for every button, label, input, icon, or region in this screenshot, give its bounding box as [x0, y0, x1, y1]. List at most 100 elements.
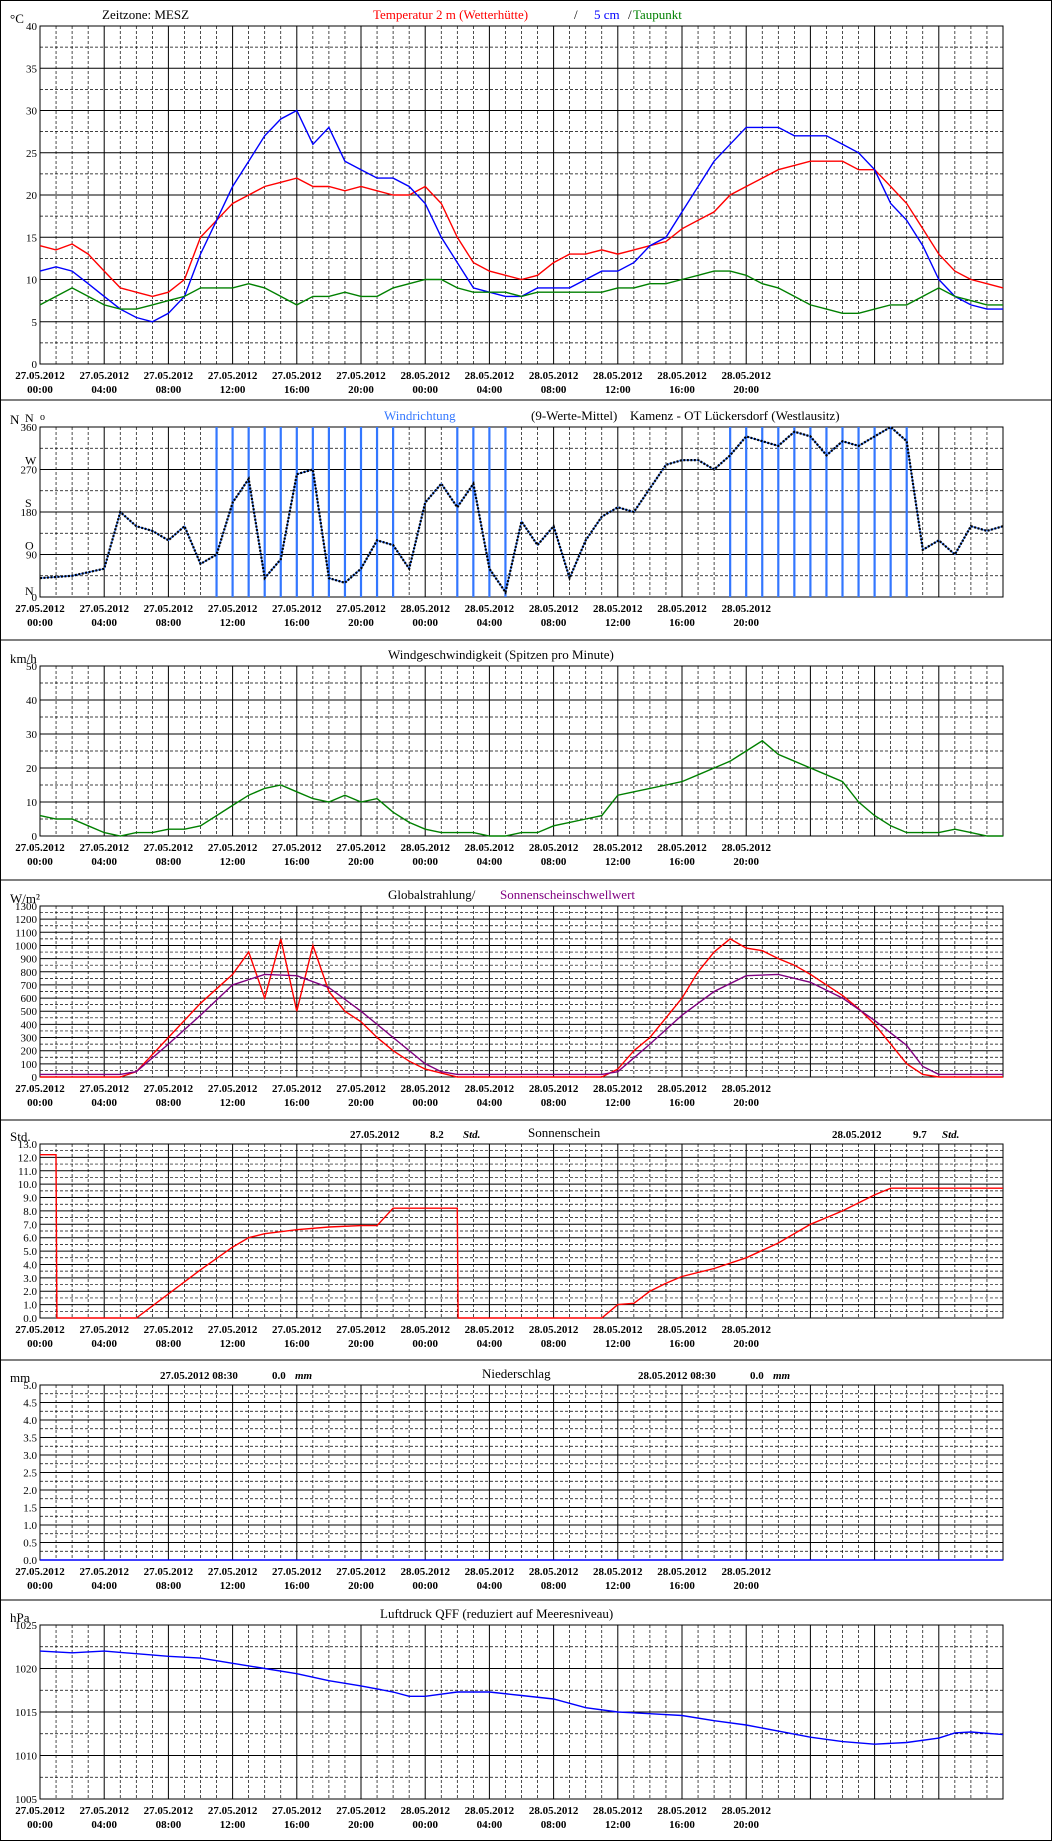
x-tick-date: 27.05.2012	[208, 1083, 258, 1095]
compass-label: W	[25, 454, 37, 468]
y-tick-label: 1100	[15, 927, 37, 939]
annotation-date: 28.05.2012	[832, 1129, 882, 1141]
x-tick-date: 27.05.2012	[15, 603, 65, 615]
y-tick-label: 3.0	[23, 1273, 37, 1285]
y-tick-label: 15	[26, 232, 38, 244]
unit-label: °C	[10, 11, 24, 26]
y-tick-label: 0	[32, 1072, 38, 1084]
unit-label: mm	[10, 1370, 30, 1385]
x-tick-date: 28.05.2012	[657, 842, 707, 854]
chart-title: Zeitzone: MESZ	[102, 7, 189, 22]
x-tick-date: 28.05.2012	[721, 842, 771, 854]
x-tick-time: 00:00	[27, 1338, 53, 1350]
chart-title: Globalstrahlung/	[388, 887, 476, 902]
x-tick-date: 28.05.2012	[593, 842, 643, 854]
x-tick-date: 28.05.2012	[721, 1324, 771, 1336]
x-tick-date: 28.05.2012	[593, 1324, 643, 1336]
y-tick-label: 1025	[15, 1620, 38, 1632]
compass-label: N	[25, 584, 34, 598]
x-tick-date: 27.05.2012	[336, 1805, 386, 1817]
x-tick-date: 27.05.2012	[144, 1324, 194, 1336]
x-tick-time: 16:00	[669, 1580, 695, 1592]
x-tick-time: 00:00	[27, 1580, 53, 1592]
x-tick-date: 28.05.2012	[593, 1566, 643, 1578]
y-tick-label: 200	[21, 1046, 38, 1058]
grid	[40, 1625, 1003, 1799]
x-tick-time: 00:00	[27, 617, 53, 629]
x-tick-date: 27.05.2012	[208, 370, 258, 382]
annotation-unit: mm	[295, 1370, 313, 1382]
chart-title: /	[628, 7, 632, 22]
y-tick-label: 4.0	[23, 1259, 37, 1271]
x-tick-date: 28.05.2012	[657, 603, 707, 615]
x-tick-date: 28.05.2012	[657, 1083, 707, 1095]
y-tick-label: 3.0	[23, 1450, 37, 1462]
x-tick-date: 27.05.2012	[208, 1805, 258, 1817]
x-tick-time: 16:00	[284, 1580, 310, 1592]
x-tick-date: 27.05.2012	[336, 1083, 386, 1095]
x-tick-time: 12:00	[220, 384, 246, 396]
x-tick-time: 00:00	[412, 1580, 438, 1592]
x-tick-date: 28.05.2012	[657, 370, 707, 382]
x-tick-date: 28.05.2012	[529, 603, 579, 615]
y-tick-label: 25	[26, 148, 38, 160]
x-tick-date: 28.05.2012	[657, 1324, 707, 1336]
x-tick-time: 16:00	[284, 1819, 310, 1831]
annotation-unit: Std.	[942, 1129, 959, 1141]
y-tick-label: 0.0	[23, 1555, 37, 1567]
x-tick-time: 08:00	[156, 1819, 182, 1831]
x-tick-time: 04:00	[91, 1580, 117, 1592]
y-tick-label: 900	[21, 954, 38, 966]
y-tick-label: 20	[26, 190, 38, 202]
x-tick-date: 27.05.2012	[144, 1083, 194, 1095]
chart-title: Niederschlag	[482, 1366, 551, 1381]
y-tick-label: 0	[32, 831, 38, 843]
x-tick-time: 12:00	[605, 1580, 631, 1592]
y-tick-label: 9.0	[23, 1193, 37, 1205]
x-tick-date: 27.05.2012	[15, 1805, 65, 1817]
annotation-date: 28.05.2012 08:30	[638, 1370, 716, 1382]
y-tick-label: 40	[26, 695, 38, 707]
y-tick-label: 1.0	[23, 1520, 37, 1532]
x-tick-time: 16:00	[669, 617, 695, 629]
x-tick-time: 20:00	[348, 856, 374, 868]
annotation-value: 0.0	[272, 1370, 286, 1382]
x-tick-time: 20:00	[348, 1338, 374, 1350]
x-tick-date: 28.05.2012	[721, 370, 771, 382]
x-tick-time: 04:00	[477, 1819, 503, 1831]
chart-panel-6: 0.00.51.01.52.02.53.03.54.04.55.0mm Niede…	[0, 1366, 1052, 1601]
y-tick-label: 360	[21, 422, 38, 434]
chart-title: Sonnenscheinschwellwert	[500, 887, 635, 902]
x-tick-time: 08:00	[541, 856, 567, 868]
annotation-value: 0.0	[750, 1370, 764, 1382]
x-tick-date: 28.05.2012	[529, 1324, 579, 1336]
y-tick-label: 4.0	[23, 1415, 37, 1427]
x-tick-time: 04:00	[91, 1097, 117, 1109]
x-tick-date: 28.05.2012	[400, 1324, 450, 1336]
x-tick-time: 16:00	[284, 856, 310, 868]
x-tick-time: 08:00	[156, 856, 182, 868]
unit-label: hPa	[10, 1610, 30, 1625]
x-tick-date: 28.05.2012	[465, 370, 515, 382]
unit-label: N	[10, 412, 20, 427]
annotation-unit: mm	[773, 1370, 791, 1382]
x-tick-time: 00:00	[27, 1097, 53, 1109]
x-tick-date: 27.05.2012	[272, 370, 322, 382]
y-tick-label: 12.0	[18, 1152, 38, 1164]
x-tick-time: 00:00	[412, 1338, 438, 1350]
annotation-value: 8.2	[430, 1129, 444, 1141]
y-tick-label: 6.0	[23, 1233, 37, 1245]
x-tick-time: 00:00	[27, 856, 53, 868]
x-tick-time: 16:00	[284, 617, 310, 629]
x-tick-time: 00:00	[412, 617, 438, 629]
series-line	[39, 270, 1003, 314]
y-tick-label: 1015	[15, 1707, 38, 1719]
x-tick-time: 16:00	[284, 384, 310, 396]
y-tick-label: 5	[32, 317, 38, 329]
x-tick-date: 27.05.2012	[79, 1805, 129, 1817]
x-tick-date: 28.05.2012	[400, 842, 450, 854]
